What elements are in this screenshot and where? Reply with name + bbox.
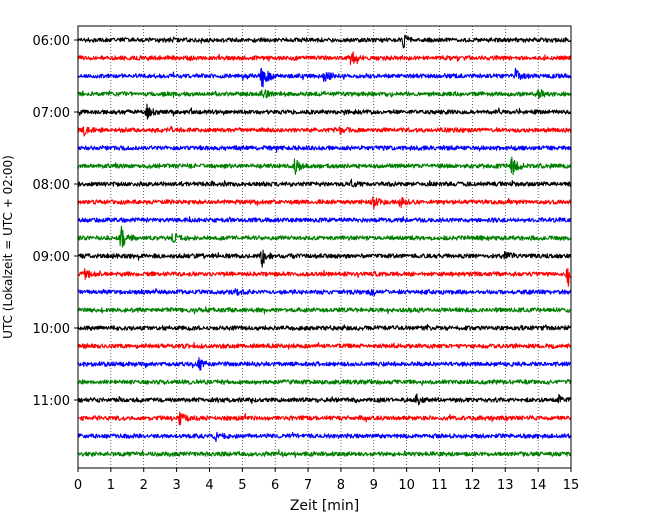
- trace-1100: [77, 393, 572, 406]
- trace-1115: [77, 411, 572, 426]
- trace-1130: [77, 431, 572, 443]
- y-axis-title: UTC (Lokalzeit = UTC + 02:00): [1, 155, 15, 339]
- trace-0930: [77, 288, 572, 297]
- y-tick-label: 11:00: [33, 394, 70, 409]
- trace-0630: [77, 67, 572, 88]
- seismic-traces: [77, 34, 572, 459]
- trace-0730: [77, 144, 572, 153]
- y-tick-label: 10:00: [33, 322, 70, 337]
- plot-frame: [77, 25, 572, 469]
- trace-0700: [77, 103, 572, 120]
- x-tick-label: 0: [74, 478, 82, 493]
- trace-0945: [77, 306, 572, 315]
- y-tick-label: 06:00: [33, 34, 70, 49]
- trace-1000: [77, 323, 572, 331]
- trace-0715: [77, 125, 572, 137]
- trace-1145: [77, 449, 572, 459]
- x-tick-label: 6: [271, 478, 279, 493]
- trace-0900: [77, 249, 572, 268]
- x-tick-label: 15: [563, 478, 580, 493]
- y-tick-label: 07:00: [33, 106, 70, 121]
- x-tick-label: 3: [172, 478, 180, 493]
- trace-0815: [77, 196, 572, 210]
- trace-1015: [77, 341, 572, 350]
- x-tick-label: 7: [304, 478, 312, 493]
- x-axis-title: Zeit [min]: [290, 498, 359, 514]
- x-tick-label: 10: [398, 478, 415, 493]
- x-tick-label: 11: [431, 478, 448, 493]
- trace-0645: [77, 88, 572, 100]
- trace-1045: [77, 378, 572, 386]
- y-tick-label: 08:00: [33, 178, 70, 193]
- trace-0615: [77, 51, 572, 66]
- x-tick-label: 2: [140, 478, 148, 493]
- x-tick-label: 14: [530, 478, 547, 493]
- x-tick-label: 1: [107, 478, 115, 493]
- trace-1030: [77, 357, 572, 371]
- x-tick-label: 5: [238, 478, 246, 493]
- x-tick-label: 9: [370, 478, 378, 493]
- x-axis-ticks: 0 1 2 3 4 5 6 7 8 9 10 11 12 13 14 15: [74, 468, 579, 493]
- trace-0745: [77, 156, 572, 176]
- x-tick-label: 13: [497, 478, 514, 493]
- y-axis-ticks: 06:00 07:00 08:00 09:00 10:00 11:00: [33, 34, 78, 409]
- y-tick-label: 09:00: [33, 250, 70, 265]
- trace-0845: [77, 225, 572, 248]
- trace-0800: [77, 178, 572, 188]
- x-tick-label: 8: [337, 478, 345, 493]
- x-tick-label: 12: [464, 478, 481, 493]
- trace-0600: [77, 34, 572, 49]
- x-tick-label: 4: [205, 478, 213, 493]
- trace-0915: [77, 267, 572, 287]
- trace-0830: [77, 216, 572, 223]
